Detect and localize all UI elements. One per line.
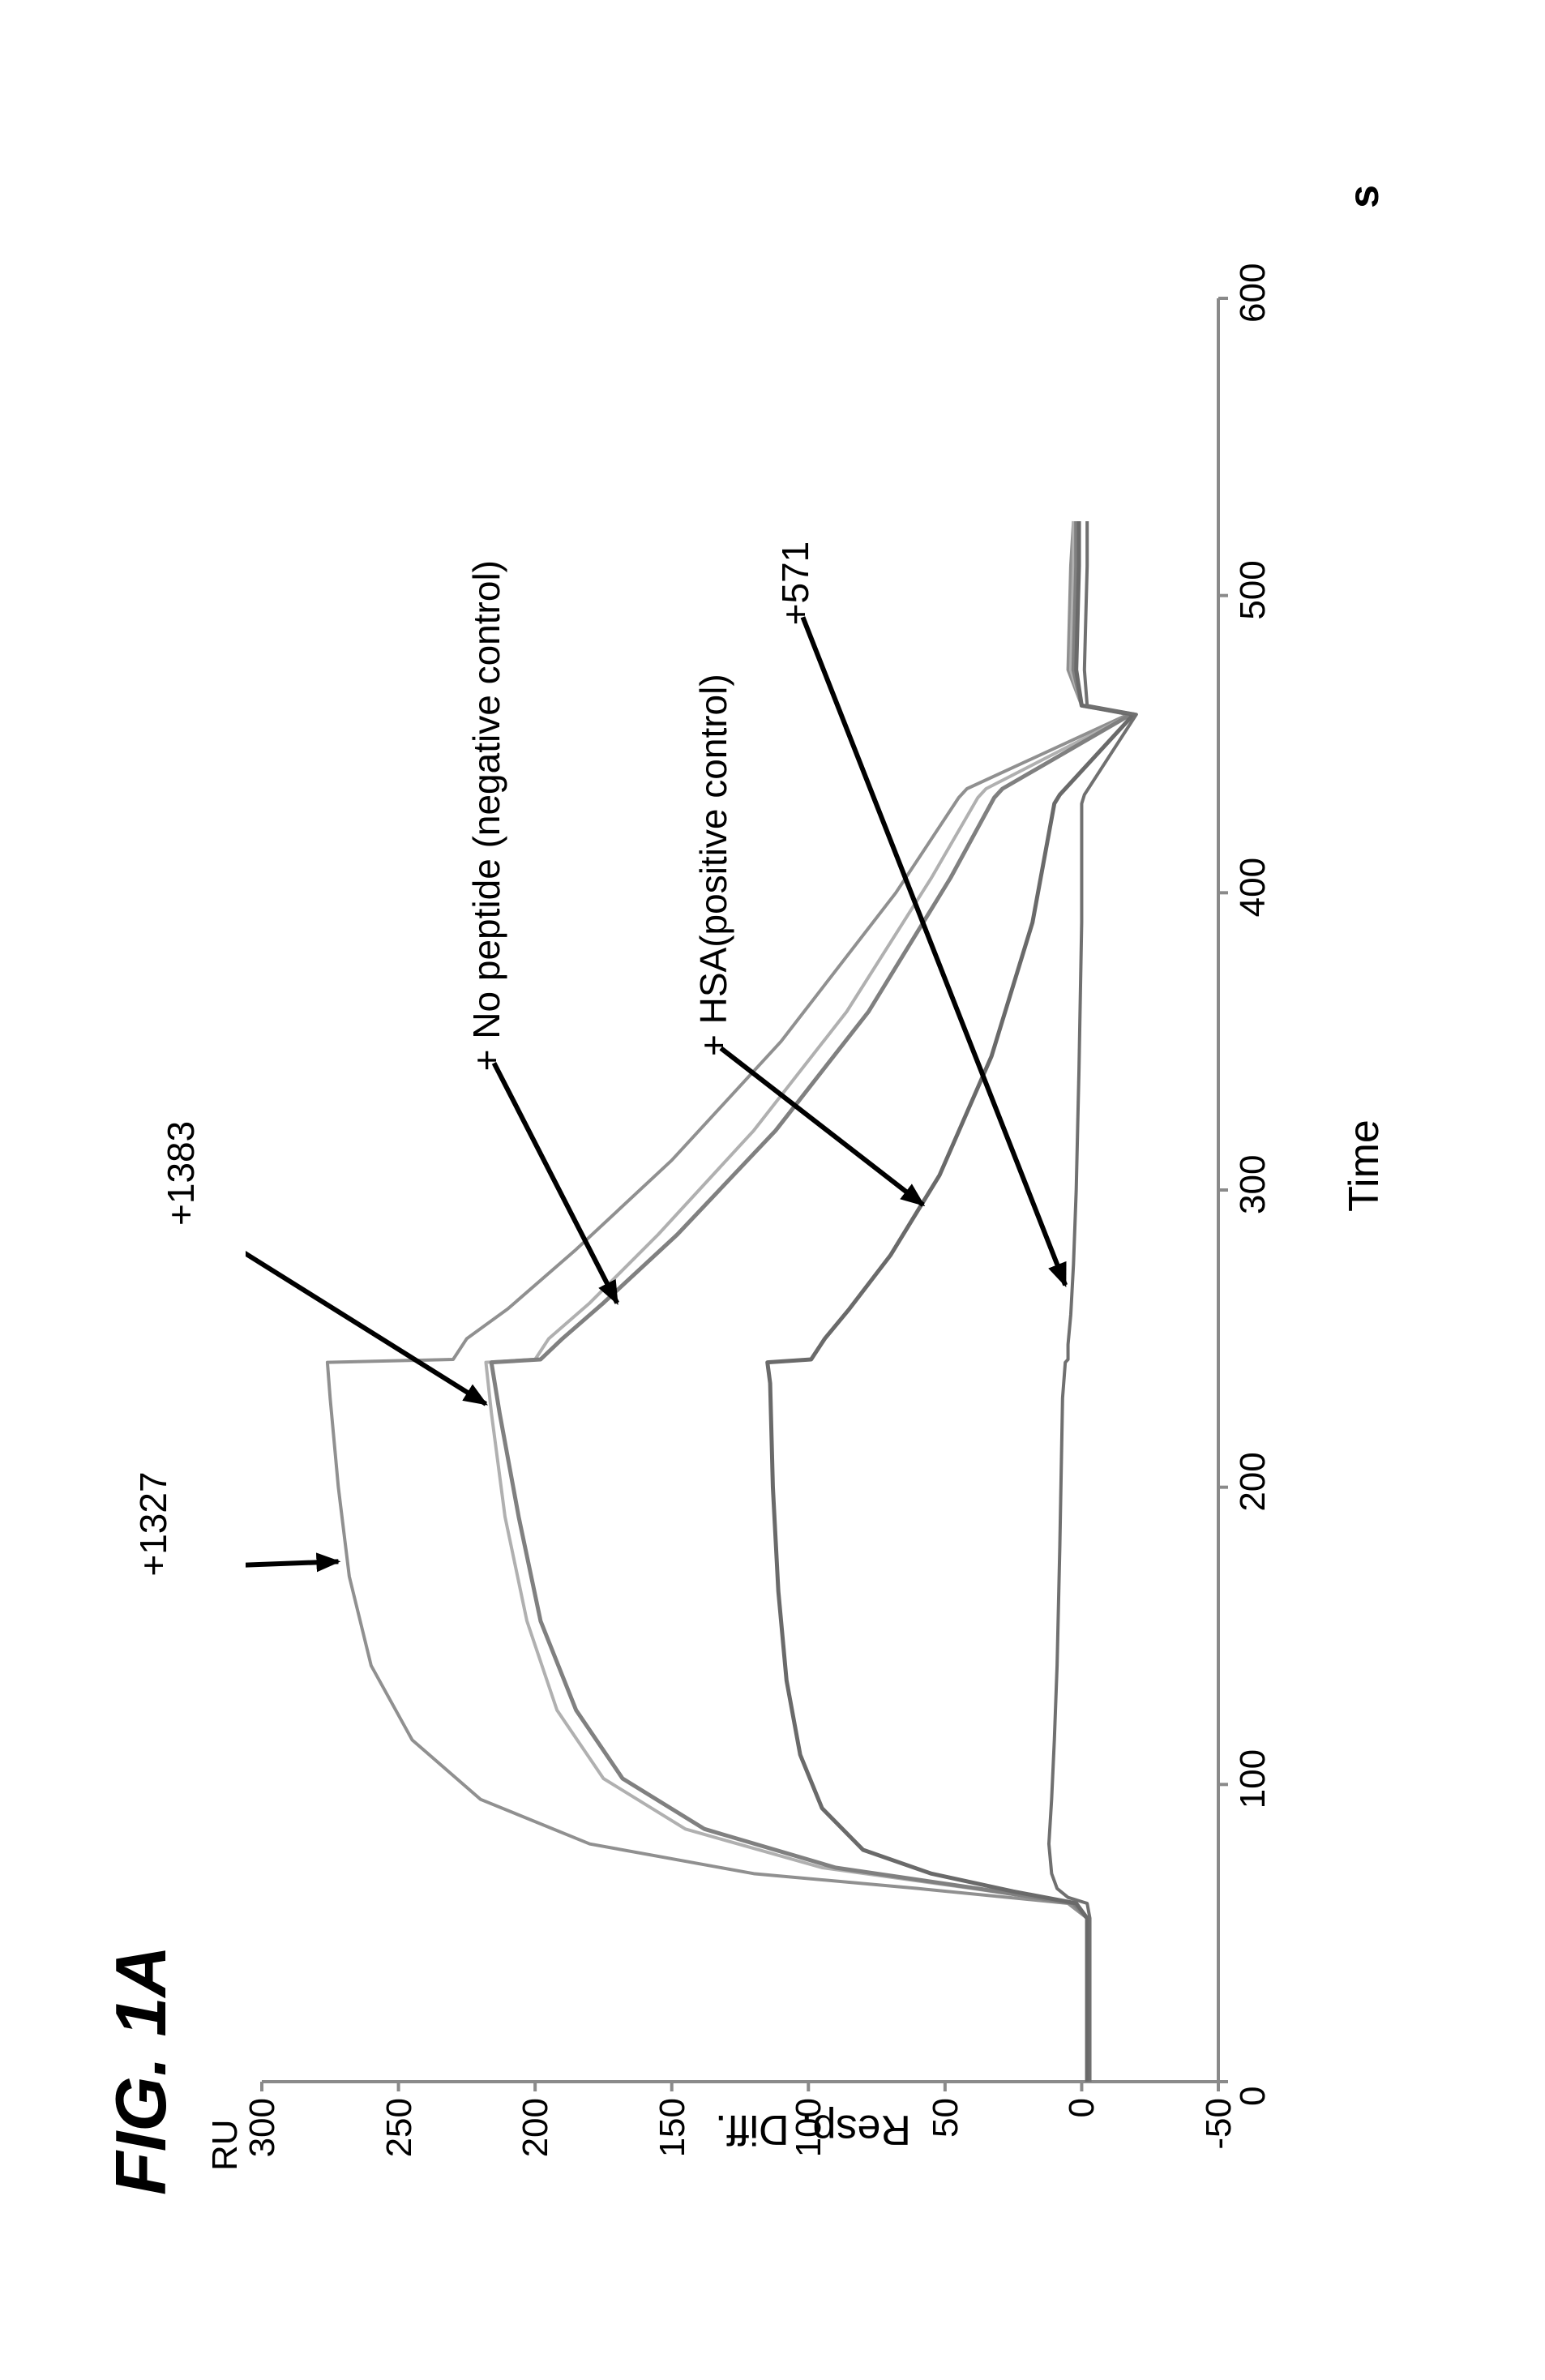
x-tick-label: 400 [1233, 858, 1273, 917]
figure-wrapper: FIG. 1A RU Resp. Diff. -5005010015020025… [83, 136, 1462, 2244]
series-line [491, 521, 1131, 2082]
annotation-label: +571 [773, 541, 817, 626]
x-tick-label: 600 [1233, 263, 1273, 323]
series-line [768, 521, 1134, 2082]
x-tick-label: 0 [1233, 2087, 1273, 2106]
y-unit-label: RU [205, 2119, 246, 2171]
x-tick-label: 300 [1233, 1155, 1273, 1214]
series-line [486, 521, 1131, 2082]
chart-area: RU Resp. Diff. -50050100150200250300 010… [246, 233, 1380, 2098]
x-tick-label: 500 [1233, 560, 1273, 619]
x-axis-label: Time [1340, 1119, 1389, 1212]
chart-svg [246, 233, 1259, 2098]
figure-title: FIG. 1A [100, 1946, 182, 2195]
x-unit-label: s [1340, 185, 1389, 208]
annotation-label: + No peptide (negative control) [464, 560, 508, 1071]
y-tick-label: 200 [516, 2098, 556, 2157]
y-tick-label: 0 [1062, 2098, 1102, 2117]
y-tick-label: 250 [379, 2098, 420, 2157]
x-tick-label: 200 [1233, 1452, 1273, 1511]
y-tick-label: 300 [242, 2098, 283, 2157]
y-tick-label: 150 [653, 2098, 693, 2157]
y-tick-label: 100 [789, 2098, 829, 2157]
x-tick-label: 100 [1233, 1749, 1273, 1809]
annotation-label: +1383 [159, 1121, 203, 1226]
page-container: FIG. 1A RU Resp. Diff. -5005010015020025… [0, 0, 1545, 2380]
annotation-label: +1327 [131, 1471, 175, 1576]
annotation-arrow [246, 1218, 486, 1404]
annotation-label: + HSA(positive control) [691, 674, 735, 1056]
y-tick-label: 50 [926, 2098, 966, 2138]
annotation-arrow [246, 1561, 338, 1568]
